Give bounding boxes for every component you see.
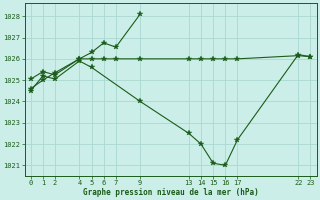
X-axis label: Graphe pression niveau de la mer (hPa): Graphe pression niveau de la mer (hPa) [83, 188, 259, 197]
